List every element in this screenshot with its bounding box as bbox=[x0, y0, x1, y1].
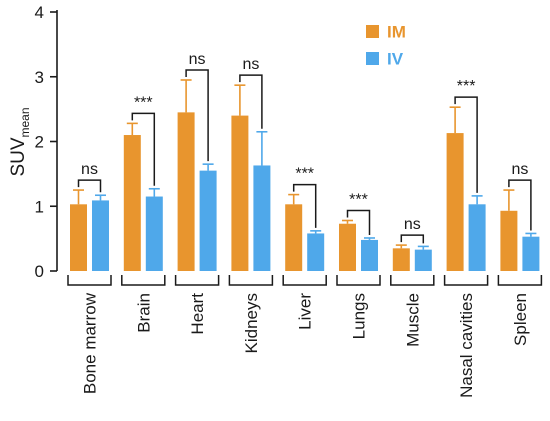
significance-label: ns bbox=[404, 216, 421, 233]
significance-label: ns bbox=[242, 56, 259, 73]
error-bars-layer bbox=[73, 79, 537, 250]
y-tick-label: 4 bbox=[35, 3, 44, 22]
bar-im bbox=[285, 204, 303, 271]
y-tick-label: 0 bbox=[35, 262, 44, 281]
y-axis-title: SUVmean bbox=[8, 107, 32, 176]
significance-label: ns bbox=[81, 161, 98, 178]
category-bracket bbox=[121, 275, 166, 286]
category-bracket bbox=[336, 275, 381, 286]
category-label: Brain bbox=[134, 293, 153, 333]
legend: IM IV bbox=[366, 23, 406, 69]
category-bracket bbox=[228, 275, 274, 286]
significance-label: *** bbox=[349, 191, 368, 208]
bar-im bbox=[177, 112, 195, 271]
bar-im bbox=[70, 204, 87, 271]
significance-bracket bbox=[292, 183, 317, 228]
category-bracket bbox=[282, 275, 327, 286]
bar-im bbox=[231, 115, 249, 271]
legend-label: IM bbox=[387, 23, 406, 42]
category-bracket bbox=[67, 275, 112, 286]
y-tick-label: 3 bbox=[35, 68, 44, 87]
category-label: Heart bbox=[188, 293, 207, 335]
significance-bracket bbox=[185, 69, 209, 162]
legend-label: IV bbox=[387, 50, 404, 69]
category-bracket bbox=[497, 275, 543, 286]
significance-label: *** bbox=[134, 94, 153, 111]
significance-bracket bbox=[400, 234, 425, 244]
bars-layer bbox=[70, 112, 540, 271]
category-bracket bbox=[390, 275, 435, 286]
significance-label: *** bbox=[457, 78, 476, 95]
category-label: Lungs bbox=[350, 293, 369, 339]
y-axis-title-subscript: mean bbox=[18, 107, 32, 137]
legend-swatch bbox=[366, 25, 379, 38]
category-label: Bone marrow bbox=[81, 292, 100, 394]
category-bracket bbox=[443, 275, 489, 286]
bar-im bbox=[446, 133, 464, 271]
y-tick-label: 2 bbox=[35, 133, 44, 152]
significance-bracket bbox=[508, 179, 532, 231]
y-axis-title-main: SUV bbox=[8, 137, 29, 176]
bar-im bbox=[500, 210, 518, 271]
y-tick-label: 1 bbox=[35, 197, 44, 216]
bar-iv bbox=[145, 196, 163, 271]
bar-iv bbox=[253, 165, 271, 271]
category-label: Liver bbox=[296, 293, 315, 330]
bar-iv bbox=[468, 204, 486, 271]
significance-label: ns bbox=[189, 51, 206, 68]
category-label: Kidneys bbox=[242, 293, 261, 353]
bar-im bbox=[123, 135, 141, 271]
bar-im bbox=[339, 223, 356, 271]
category-label: Muscle bbox=[403, 293, 422, 347]
bar-iv bbox=[199, 170, 217, 271]
x-axis-categories: Bone marrow Brain Heart Kidneys Liver Lungs Mu… bbox=[67, 275, 543, 398]
category-label: Nasal cavities bbox=[457, 293, 476, 398]
significance-bracket bbox=[131, 112, 156, 186]
bar-iv bbox=[307, 233, 325, 271]
category-bracket bbox=[174, 275, 220, 286]
significance-bracket bbox=[454, 96, 478, 193]
bar-iv bbox=[92, 200, 109, 271]
significance-label: ns bbox=[511, 161, 528, 178]
significance-label: *** bbox=[295, 166, 314, 183]
bar-im bbox=[392, 248, 410, 271]
significance-bracket bbox=[346, 209, 371, 235]
legend-swatch bbox=[366, 52, 379, 65]
significance-bracket bbox=[77, 179, 102, 193]
y-axis: 0 1 2 3 4 SUVmean bbox=[8, 3, 58, 281]
bar-iv bbox=[522, 236, 540, 271]
category-label: Spleen bbox=[511, 293, 530, 346]
significance-bracket bbox=[239, 74, 263, 129]
bar-iv bbox=[414, 249, 432, 271]
significance-layer: ns *** ns ns *** *** ns *** ns bbox=[77, 51, 532, 244]
bar-iv bbox=[361, 239, 378, 271]
